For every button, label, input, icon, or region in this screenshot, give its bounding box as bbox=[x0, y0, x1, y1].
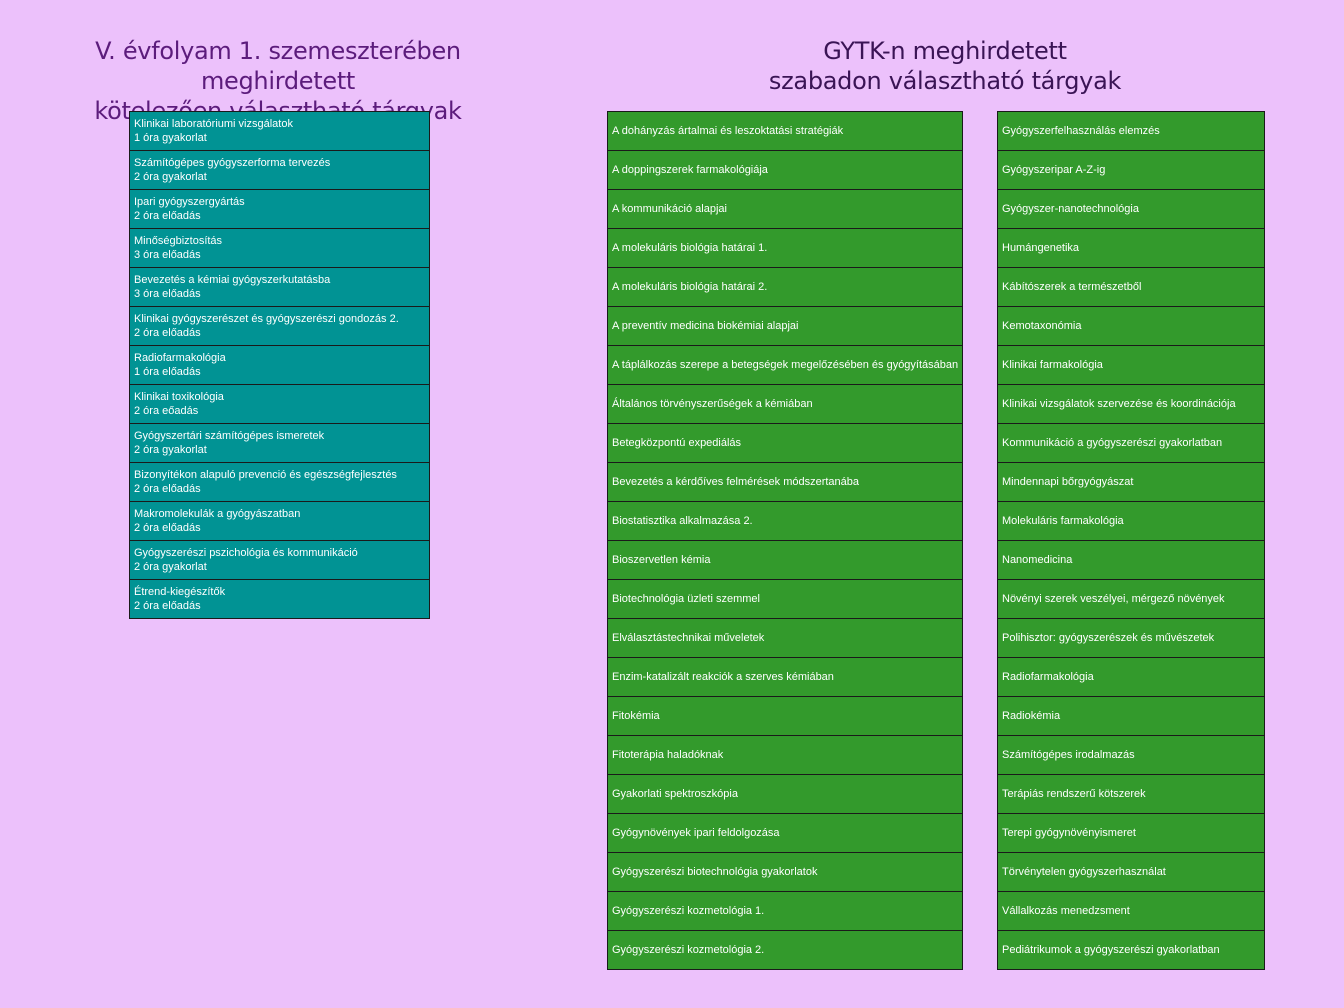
elective-course-cell: Humángenetika bbox=[998, 229, 1264, 268]
elective-course-cell: Radiofarmakológia bbox=[998, 658, 1264, 697]
elective-course-cell: Polihisztor: gyógyszerészek és művészete… bbox=[998, 619, 1264, 658]
course-name: Klinikai gyógyszerészet és gyógyszerészi… bbox=[134, 313, 399, 325]
elective-course-cell: Fitoterápia haladóknak bbox=[608, 736, 962, 775]
elective-course-cell: Törvénytelen gyógyszerhasználat bbox=[998, 853, 1264, 892]
elective-course-cell: Radiokémia bbox=[998, 697, 1264, 736]
course-hours: 2 óra gyakorlat bbox=[134, 171, 207, 183]
elective-course-cell: Általános törvényszerűségek a kémiában bbox=[608, 385, 962, 424]
elective-course-cell: A doppingszerek farmakológiája bbox=[608, 151, 962, 190]
mandatory-heading-line1: V. évfolyam 1. szemeszterében meghirdete… bbox=[95, 37, 461, 95]
mandatory-course-cell: Radiofarmakológia 1 óra előadás bbox=[130, 346, 429, 385]
elective-course-cell: Klinikai farmakológia bbox=[998, 346, 1264, 385]
elective-courses-heading: GYTK-n meghirdetett szabadon választható… bbox=[690, 36, 1200, 96]
elective-heading-line2: szabadon választható tárgyak bbox=[768, 67, 1122, 95]
course-name: Gyógyszertári számítógépes ismeretek bbox=[134, 430, 325, 442]
elective-course-cell: A molekuláris biológia határai 1. bbox=[608, 229, 962, 268]
elective-heading-line1: GYTK-n meghirdetett bbox=[823, 37, 1067, 65]
elective-course-cell: Fitokémia bbox=[608, 697, 962, 736]
elective-course-cell: Vállalkozás menedzsment bbox=[998, 892, 1264, 931]
mandatory-course-cell: Gyógyszertári számítógépes ismeretek 2 ór… bbox=[130, 424, 429, 463]
course-name: Étrend-kiegészítők bbox=[134, 586, 226, 598]
elective-course-cell: Pediátrikumok a gyógyszerészi gyakorlatb… bbox=[998, 931, 1264, 970]
mandatory-course-cell: Bevezetés a kémiai gyógyszerkutatásba 3 ó… bbox=[130, 268, 429, 307]
elective-course-cell: Számítógépes irodalmazás bbox=[998, 736, 1264, 775]
elective-course-cell: Gyakorlati spektroszkópia bbox=[608, 775, 962, 814]
elective-course-cell: Enzim-katalizált reakciók a szerves kémi… bbox=[608, 658, 962, 697]
elective-course-cell: Növényi szerek veszélyei, mérgező növény… bbox=[998, 580, 1264, 619]
elective-course-cell: Terápiás rendszerű kötszerek bbox=[998, 775, 1264, 814]
elective-course-cell: Molekuláris farmakológia bbox=[998, 502, 1264, 541]
mandatory-course-cell: Étrend-kiegészítők 2 óra előadás bbox=[130, 580, 429, 619]
elective-course-cell: Terepi gyógynövényismeret bbox=[998, 814, 1264, 853]
mandatory-course-cell: Klinikai toxikológia 2 óra eőadás bbox=[130, 385, 429, 424]
elective-course-cell: A kommunikáció alapjai bbox=[608, 190, 962, 229]
course-hours: 3 óra előadás bbox=[134, 288, 201, 300]
elective-course-cell: Klinikai vizsgálatok szervezése és koord… bbox=[998, 385, 1264, 424]
course-hours: 2 óra gyakorlat bbox=[134, 561, 207, 573]
course-name: Radiofarmakológia bbox=[134, 352, 226, 364]
elective-courses-table-2: Gyógyszerfelhasználás elemzés Gyógyszeri… bbox=[997, 111, 1265, 970]
elective-course-cell: Mindennapi bőrgyógyászat bbox=[998, 463, 1264, 502]
course-hours: 2 óra előadás bbox=[134, 600, 201, 612]
course-name: Minőségbiztosítás bbox=[134, 235, 223, 247]
elective-course-cell: Gyógyszerészi kozmetológia 1. bbox=[608, 892, 962, 931]
course-name: Gyógyszerészi pszichológia és kommunikác… bbox=[134, 547, 358, 559]
elective-course-cell: Elválasztástechnikai műveletek bbox=[608, 619, 962, 658]
mandatory-course-cell: Minőségbiztosítás 3 óra előadás bbox=[130, 229, 429, 268]
elective-course-cell: Kábítószerek a természetből bbox=[998, 268, 1264, 307]
mandatory-course-cell: Számítógépes gyógyszerforma tervezés 2 ór… bbox=[130, 151, 429, 190]
elective-course-cell: Nanomedicina bbox=[998, 541, 1264, 580]
course-hours: 2 óra előadás bbox=[134, 522, 201, 534]
course-hours: 2 óra előadás bbox=[134, 210, 201, 222]
elective-course-cell: Gyógyszeripar A-Z-ig bbox=[998, 151, 1264, 190]
elective-course-cell: Bevezetés a kérdőíves felmérések módszer… bbox=[608, 463, 962, 502]
elective-course-cell: Gyógynövények ipari feldolgozása bbox=[608, 814, 962, 853]
mandatory-course-cell: Makromolekulák a gyógyászatban 2 óra előa… bbox=[130, 502, 429, 541]
mandatory-course-cell: Gyógyszerészi pszichológia és kommunikác… bbox=[130, 541, 429, 580]
elective-course-cell: Kommunikáció a gyógyszerészi gyakorlatba… bbox=[998, 424, 1264, 463]
course-hours: 1 óra előadás bbox=[134, 366, 201, 378]
elective-course-cell: Biotechnológia üzleti szemmel bbox=[608, 580, 962, 619]
mandatory-course-cell: Klinikai laboratóriumi vizsgálatok 1 óra … bbox=[130, 112, 429, 151]
course-name: Számítógépes gyógyszerforma tervezés bbox=[134, 157, 331, 169]
elective-course-cell: Gyógyszerészi kozmetológia 2. bbox=[608, 931, 962, 970]
elective-course-cell: A dohányzás ártalmai és leszoktatási str… bbox=[608, 112, 962, 151]
mandatory-course-cell: Klinikai gyógyszerészet és gyógyszerészi… bbox=[130, 307, 429, 346]
elective-course-cell: A molekuláris biológia határai 2. bbox=[608, 268, 962, 307]
elective-course-cell: Kemotaxonómia bbox=[998, 307, 1264, 346]
elective-course-cell: Gyógyszerfelhasználás elemzés bbox=[998, 112, 1264, 151]
course-hours: 2 óra előadás bbox=[134, 483, 201, 495]
course-hours: 1 óra gyakorlat bbox=[134, 132, 207, 144]
elective-course-cell: Gyógyszerészi biotechnológia gyakorlatok bbox=[608, 853, 962, 892]
mandatory-course-cell: Bizonyítékon alapuló prevenció és egészs… bbox=[130, 463, 429, 502]
elective-course-cell: A preventív medicina biokémiai alapjai bbox=[608, 307, 962, 346]
elective-course-cell: Bioszervetlen kémia bbox=[608, 541, 962, 580]
elective-course-cell: Biostatisztika alkalmazása 2. bbox=[608, 502, 962, 541]
elective-course-cell: A táplálkozás szerepe a betegségek megel… bbox=[608, 346, 962, 385]
course-name: Ipari gyógyszergyártás bbox=[134, 196, 245, 208]
course-name: Klinikai toxikológia bbox=[134, 391, 224, 403]
course-name: Makromolekulák a gyógyászatban bbox=[134, 508, 301, 520]
elective-course-cell: Betegközpontú expediálás bbox=[608, 424, 962, 463]
mandatory-course-cell: Ipari gyógyszergyártás 2 óra előadás bbox=[130, 190, 429, 229]
mandatory-courses-table: Klinikai laboratóriumi vizsgálatok 1 óra … bbox=[129, 111, 430, 619]
course-name: Klinikai laboratóriumi vizsgálatok bbox=[134, 118, 293, 130]
course-name: Bizonyítékon alapuló prevenció és egészs… bbox=[134, 469, 397, 481]
course-hours: 2 óra gyakorlat bbox=[134, 444, 207, 456]
course-hours: 2 óra előadás bbox=[134, 327, 201, 339]
elective-course-cell: Gyógyszer-nanotechnológia bbox=[998, 190, 1264, 229]
elective-courses-table-1: A dohányzás ártalmai és leszoktatási str… bbox=[607, 111, 963, 970]
course-name: Bevezetés a kémiai gyógyszerkutatásba bbox=[134, 274, 331, 286]
course-hours: 3 óra előadás bbox=[134, 249, 201, 261]
course-hours: 2 óra eőadás bbox=[134, 405, 199, 417]
